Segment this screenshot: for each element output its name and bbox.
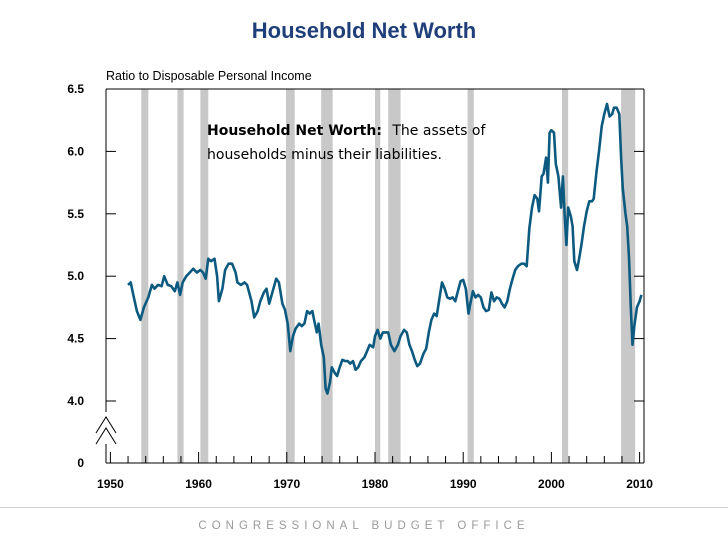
recession-band-4: [285, 89, 295, 463]
y-axis-label: Ratio to Disposable Personal Income: [106, 69, 312, 83]
recession-band-10: [621, 89, 636, 463]
x-tick-label: 1950: [97, 477, 124, 491]
axis-break-icon-lower: [95, 427, 117, 445]
series-line-household-net-worth: [127, 102, 643, 395]
annotation-bold: Household Net Worth:: [207, 123, 382, 139]
footer-text: CONGRESSIONAL BUDGET OFFICE: [198, 520, 530, 532]
recession-band-9: [561, 89, 569, 463]
x-tick-label: 1970: [273, 477, 300, 491]
x-tick-label: 1980: [362, 477, 389, 491]
recession-band-7: [388, 89, 401, 463]
y-tick-label: 5.5: [67, 207, 84, 221]
chart-title: Household Net Worth: [251, 18, 477, 43]
annotation-line1: Household Net Worth: The assets of: [207, 123, 486, 139]
x-tick-label: 2010: [626, 477, 653, 491]
axis-ticks: 4.0 4.5 5.0 5.5 6.0 6.5 1950 1960 1970 1980 1990 20…: [67, 82, 653, 491]
recession-band-6: [375, 89, 381, 463]
recession-band-8: [467, 89, 474, 463]
x-tick-label: 1960: [185, 477, 212, 491]
recession-band-5: [321, 89, 333, 463]
recession-bands: [141, 89, 636, 463]
y-tick-label: 5.0: [67, 269, 84, 283]
y-tick-label: 6.0: [67, 144, 84, 158]
y-zero-label: 0: [77, 456, 84, 470]
x-tick-label: 1990: [450, 477, 477, 491]
footer-rule: [0, 507, 728, 508]
recession-band-2: [177, 89, 184, 463]
y-tick-label: 6.5: [67, 82, 84, 96]
annotation-line2: households minus their liabilities.: [207, 147, 442, 163]
annotation-rest: The assets of: [391, 123, 486, 139]
axis-break-icon: [95, 416, 117, 434]
recession-band-1: [141, 89, 149, 463]
y-tick-label: 4.0: [67, 394, 84, 408]
y-tick-label: 4.5: [67, 332, 84, 346]
x-tick-label: 2000: [538, 477, 565, 491]
